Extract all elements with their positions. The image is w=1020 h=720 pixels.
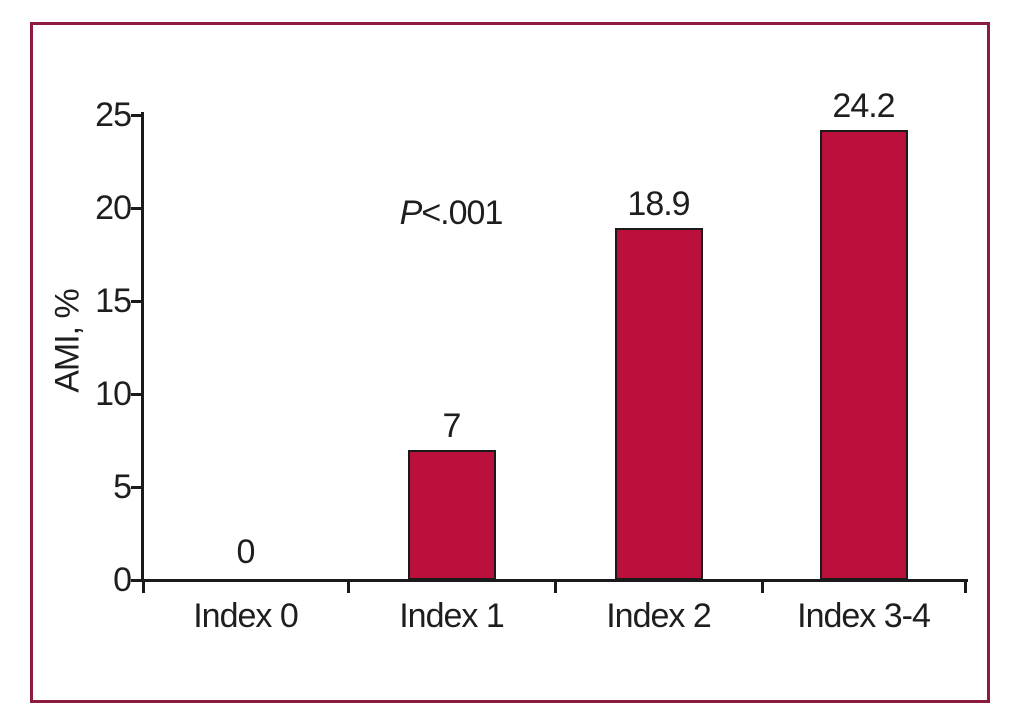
- bar-index-2: [615, 228, 703, 580]
- x-tick-mark: [554, 579, 557, 593]
- p-value-text: <.001: [421, 194, 503, 232]
- category-label-index-3-4: Index 3-4: [797, 597, 931, 635]
- bar-value-label-index-2: 18.9: [627, 185, 690, 223]
- p-value-annotation: P<.001: [399, 194, 504, 233]
- y-tick-mark: [131, 393, 143, 396]
- y-tick-label: 10: [95, 375, 132, 413]
- y-tick-label: 20: [95, 189, 132, 227]
- y-tick-mark: [131, 486, 143, 489]
- x-tick-mark: [761, 579, 764, 593]
- y-tick-label: 15: [95, 282, 132, 320]
- category-label-index-2: Index 2: [606, 597, 712, 635]
- p-value-symbol: P: [399, 194, 423, 232]
- bar-index-3-4: [820, 130, 908, 580]
- category-label-index-1: Index 1: [399, 597, 505, 635]
- bar-value-label-index-3-4: 24.2: [832, 87, 895, 125]
- category-label-index-0: Index 0: [193, 597, 299, 635]
- bar-value-label-index-0: 0: [236, 533, 256, 571]
- x-tick-mark: [142, 579, 145, 593]
- x-tick-mark: [347, 579, 350, 593]
- y-tick-mark: [131, 579, 143, 582]
- y-tick-label: 0: [113, 561, 132, 599]
- bar-value-label-index-1: 7: [442, 407, 462, 445]
- y-tick-mark: [131, 300, 143, 303]
- y-axis-line: [141, 112, 144, 580]
- x-tick-mark: [964, 579, 967, 593]
- y-tick-mark: [131, 207, 143, 210]
- y-tick-label: 25: [95, 96, 132, 134]
- y-tick-mark: [131, 114, 143, 117]
- bar-index-1: [408, 450, 496, 580]
- y-tick-label: 5: [113, 468, 132, 506]
